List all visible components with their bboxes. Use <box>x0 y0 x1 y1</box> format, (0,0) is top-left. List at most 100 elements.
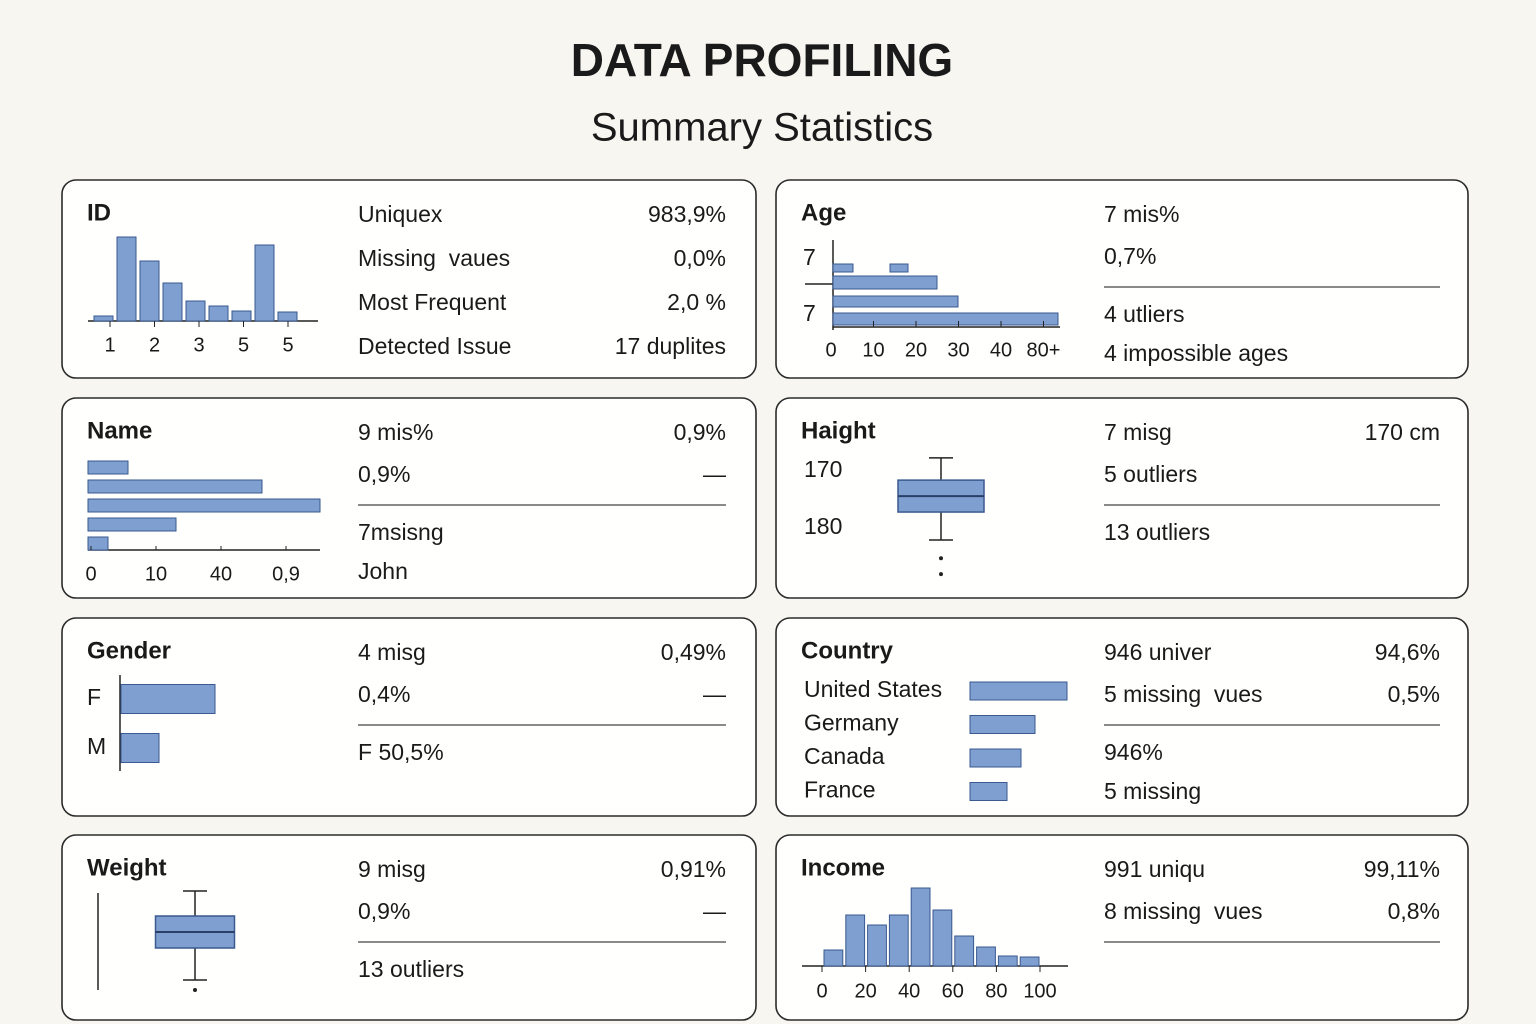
bar <box>845 914 866 967</box>
stat-value: — <box>703 898 726 924</box>
bar <box>832 295 959 308</box>
category-label: Germany <box>804 710 899 736</box>
x-tick-label: 10 <box>862 339 884 361</box>
panel-name: Age <box>801 199 846 226</box>
stat-value: 99,11% <box>1364 856 1440 882</box>
outlier <box>193 988 197 992</box>
outlier <box>939 556 943 561</box>
detail-label: John <box>358 558 408 584</box>
category-label: France <box>804 777 876 803</box>
x-tick-label: 0 <box>825 339 836 361</box>
stat-value: 983,9% <box>648 201 726 227</box>
panel <box>775 397 1469 599</box>
category-label: Canada <box>804 743 885 769</box>
stat-label: 9 mis% <box>358 419 433 445</box>
x-tick-label: 100 <box>1023 980 1056 1002</box>
detail-label: 4 impossible ages <box>1104 340 1288 366</box>
bar <box>832 275 938 290</box>
stat-label: 9 misg <box>358 856 426 882</box>
bar <box>87 498 321 513</box>
bar <box>976 946 996 967</box>
stat-label: Detected Issue <box>358 333 511 359</box>
stat-label: 0,4% <box>358 681 410 707</box>
x-tick-label: 40 <box>898 980 920 1002</box>
bar <box>1019 956 1040 967</box>
panel-name: Weight <box>87 854 167 881</box>
bar <box>969 748 1022 768</box>
stat-value: 0,0% <box>674 245 726 271</box>
stat-label: 0,7% <box>1104 243 1156 269</box>
stat-label: 5 missing vues <box>1104 681 1263 707</box>
panel-name: Gender <box>87 637 171 664</box>
panel-name: ID <box>87 199 111 226</box>
bar <box>889 263 909 273</box>
stat-label: 0,9% <box>358 898 410 924</box>
bar <box>954 935 975 967</box>
panel <box>775 834 1469 1021</box>
bar <box>932 909 953 967</box>
stat-label: Most Frequent <box>358 289 507 315</box>
page-title: DATA PROFILING <box>571 34 953 86</box>
category-label: F <box>87 684 101 710</box>
stat-value: 170 cm <box>1365 419 1440 445</box>
detail-label: 4 utliers <box>1104 301 1185 327</box>
y-tick-label: 170 <box>804 456 842 482</box>
panel-name: Haight <box>801 417 876 444</box>
stat-label: Missing vaues <box>358 245 510 271</box>
stat-value: 94,6% <box>1375 639 1440 665</box>
bar <box>867 924 887 967</box>
bar <box>93 315 114 322</box>
stat-label: 4 misg <box>358 639 426 665</box>
detail-label: F 50,5% <box>358 739 444 765</box>
bar <box>87 536 109 551</box>
bar <box>969 715 1036 734</box>
x-tick-label: 80+ <box>1027 339 1061 361</box>
y-tick-label: 7 <box>803 300 816 326</box>
stat-label: 991 uniqu <box>1104 856 1205 882</box>
x-tick-label: 10 <box>145 563 167 585</box>
panel <box>61 617 757 817</box>
bar <box>832 263 854 273</box>
bar <box>87 517 177 532</box>
panel <box>61 179 757 379</box>
bar <box>185 300 206 322</box>
page-subtitle: Summary Statistics <box>591 106 933 150</box>
bar <box>969 782 1008 801</box>
stat-value: 0,8% <box>1388 898 1440 924</box>
stat-label: Uniquex <box>358 201 443 227</box>
bar <box>120 733 160 763</box>
x-tick-label: 1 <box>104 334 115 356</box>
x-tick-label: 0 <box>816 980 827 1002</box>
panel <box>61 397 757 599</box>
stat-label: 946 univer <box>1104 639 1212 665</box>
x-tick-label: 60 <box>942 980 964 1002</box>
bar <box>910 887 931 967</box>
detail-label: 13 outliers <box>1104 519 1210 545</box>
y-tick-label: 7 <box>803 244 816 270</box>
bar <box>254 244 275 322</box>
x-tick-label: 0 <box>85 563 96 585</box>
panel-name: Name <box>87 417 152 444</box>
x-tick-label: 3 <box>193 334 204 356</box>
panel-name: Income <box>801 854 885 881</box>
stat-label: 5 outliers <box>1104 461 1197 487</box>
panel <box>61 834 757 1021</box>
x-tick-label: 5 <box>238 334 249 356</box>
bar <box>823 949 844 967</box>
bar <box>231 310 252 322</box>
detail-label: 13 outliers <box>358 956 464 982</box>
x-tick-label: 30 <box>947 339 969 361</box>
bar <box>969 681 1068 701</box>
stat-label: 8 missing vues <box>1104 898 1263 924</box>
stat-label: 0,9% <box>358 461 410 487</box>
stat-value: — <box>703 461 726 487</box>
bar <box>162 282 183 322</box>
stat-label: 7 misg <box>1104 419 1172 445</box>
stat-label: 7 mis% <box>1104 201 1179 227</box>
x-tick-label: 80 <box>985 980 1007 1002</box>
stat-value: 0,5% <box>1388 681 1440 707</box>
outlier <box>939 572 943 577</box>
category-label: United States <box>804 676 942 702</box>
y-tick-label: 180 <box>804 513 842 539</box>
